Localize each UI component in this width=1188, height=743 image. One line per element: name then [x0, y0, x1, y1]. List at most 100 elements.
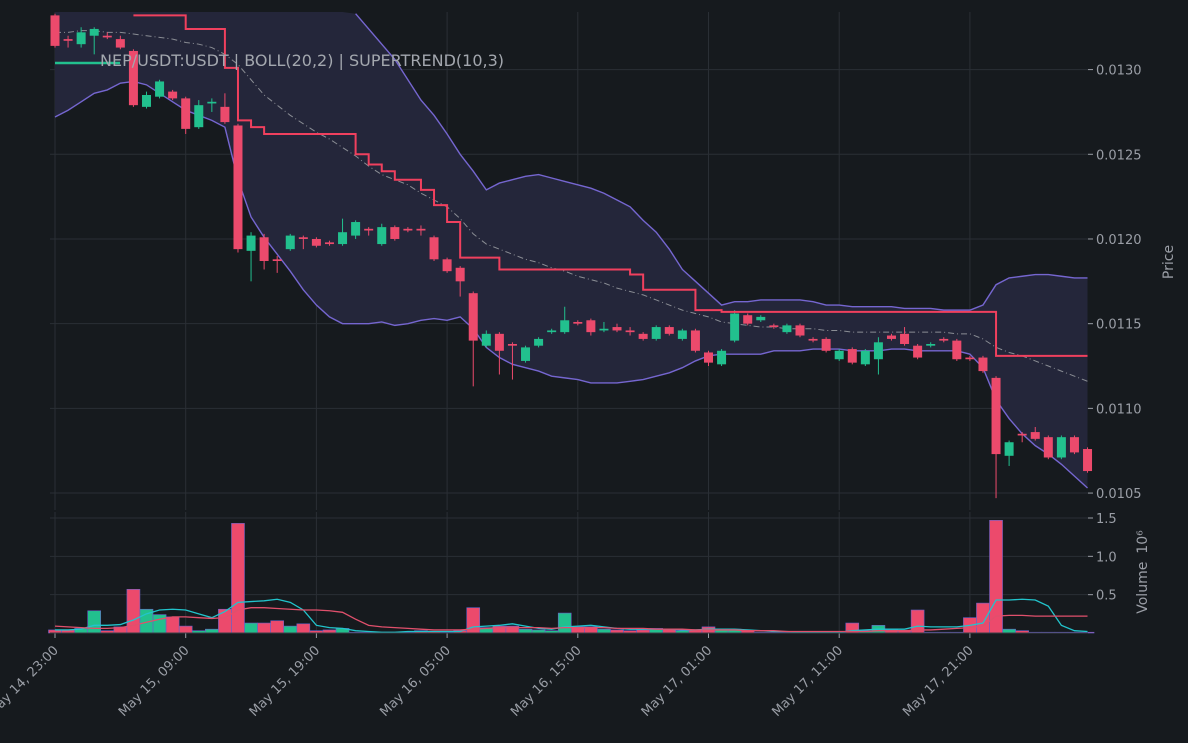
y-tick-label: 0.0115 [1096, 318, 1142, 333]
indicator-line [355, 13, 1088, 311]
candle-body [913, 345, 923, 358]
y-tick-label: 0.0105 [1096, 487, 1142, 502]
indicator-line [55, 30, 1088, 382]
y-tick-label: 0.0120 [1096, 233, 1142, 248]
y-axis-label: Price [1161, 245, 1177, 279]
candle-body [521, 347, 531, 361]
candle-body [782, 325, 792, 333]
candle-body [207, 101, 217, 104]
candle-body [821, 338, 831, 351]
candle-body [952, 340, 962, 360]
candle-body [311, 238, 321, 246]
volume-bar [87, 610, 102, 634]
candle-body [690, 330, 700, 351]
candle-body [442, 259, 452, 272]
candle-body [939, 338, 949, 341]
candle-body [756, 316, 766, 321]
candle-body [677, 330, 687, 339]
candle-body [416, 228, 426, 231]
candle-body [338, 232, 348, 245]
candle-body [181, 98, 191, 129]
candle-body [285, 235, 295, 250]
volume-ma-line [55, 598, 1088, 633]
candle-body [547, 330, 557, 333]
y-tick-label: 1.0 [1096, 550, 1117, 565]
candle-body [1030, 432, 1040, 439]
supertrend-line [133, 14, 1088, 357]
candle-body [141, 95, 151, 107]
candle-body [494, 333, 504, 351]
volume-bar [270, 620, 284, 634]
volume-bar [283, 625, 298, 634]
candle-body [730, 313, 740, 341]
candle-body [1017, 433, 1027, 436]
candle-body [507, 344, 517, 346]
candle-body [429, 237, 439, 260]
candle-body [115, 39, 125, 48]
candle-body [390, 227, 400, 239]
candle-body [233, 125, 243, 250]
candle-body [128, 50, 138, 106]
candle-body [168, 91, 178, 99]
volume-bar [231, 523, 245, 634]
volume-label: Volume [1135, 562, 1151, 614]
candle-body [194, 105, 204, 128]
chart-title: NEP/USDT:USDT | BOLL(20,2) | SUPERTREND(… [100, 51, 504, 70]
volume-bar [205, 628, 219, 634]
candle-body [534, 338, 544, 346]
candle-body [573, 321, 583, 324]
candle-body [1043, 437, 1053, 458]
candle-body [1069, 437, 1079, 453]
candle-body [795, 325, 805, 336]
candle-body [926, 344, 936, 346]
candle-body [625, 330, 635, 333]
volume-scale: 10⁶ [1135, 530, 1151, 554]
candle-body [377, 227, 387, 245]
volume-bar [976, 602, 990, 634]
y-tick-label: 0.0125 [1096, 148, 1142, 163]
candle-body [102, 35, 112, 38]
candle-body [860, 350, 870, 365]
volume-bar [1002, 628, 1016, 634]
candle-body [978, 357, 988, 372]
volume-bar [518, 628, 533, 634]
candle-body [220, 106, 230, 123]
volume-bar [597, 628, 611, 634]
candle-body [89, 28, 99, 36]
candle-body [769, 325, 779, 328]
candle-body [50, 15, 60, 46]
volume-bar [218, 608, 232, 634]
volume-bar [257, 622, 271, 634]
candle-body [847, 349, 857, 363]
candle-body [651, 327, 661, 339]
candle-body [900, 333, 910, 344]
candle-body [991, 377, 1001, 455]
candle-body [403, 228, 413, 231]
candle-body [272, 259, 282, 261]
candle-body [704, 352, 713, 363]
candle-body [743, 315, 753, 324]
y-tick-label: 0.0130 [1096, 64, 1142, 79]
candle-body [873, 342, 883, 360]
y-tick-label: 0.0110 [1096, 402, 1142, 417]
candle-body [1004, 442, 1014, 456]
volume-bar [165, 616, 180, 634]
volume-bar [178, 625, 193, 634]
candle-body [364, 228, 374, 231]
candle-body [612, 327, 622, 331]
y-axis-label: Volume 10⁶ [1135, 530, 1151, 614]
candle-body [886, 335, 896, 339]
volume-bar [296, 623, 311, 634]
volume-bar [557, 612, 572, 634]
volume-bar [244, 622, 258, 634]
candle-body [351, 222, 361, 236]
candle-body [324, 242, 334, 245]
candle-body [664, 327, 674, 334]
candle-body [481, 333, 491, 346]
candle-body [599, 328, 609, 331]
candle-body [586, 320, 596, 333]
candle-body [717, 350, 727, 365]
candle-body [298, 237, 308, 239]
